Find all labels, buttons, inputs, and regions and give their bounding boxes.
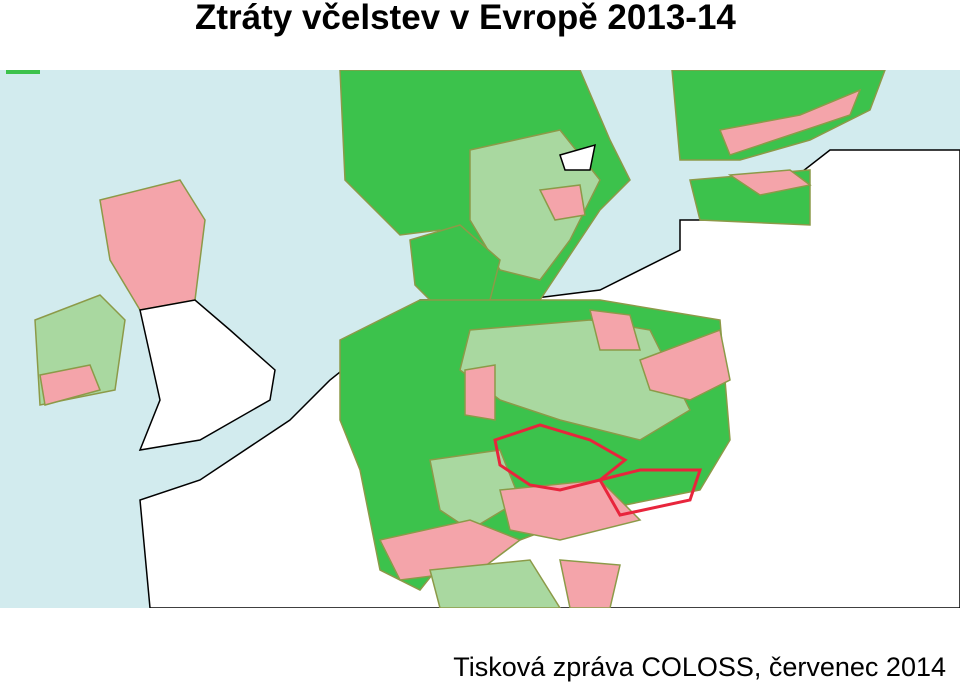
region [39, 364, 102, 406]
region [138, 299, 276, 451]
legend-swatch [6, 70, 40, 74]
region [559, 559, 621, 608]
caption: Tisková zpráva COLOSS, červenec 2014 [453, 652, 946, 682]
highlight-border [597, 468, 703, 517]
region [429, 449, 521, 531]
region [589, 309, 641, 351]
region [718, 88, 862, 156]
map [0, 70, 960, 608]
region [499, 479, 642, 541]
region [559, 143, 596, 171]
region [538, 184, 586, 221]
region [639, 328, 731, 401]
region [727, 169, 812, 196]
title: Ztráty včelstev v Evropě 2013-14 [195, 0, 736, 37]
region [429, 559, 561, 608]
region [464, 364, 496, 421]
